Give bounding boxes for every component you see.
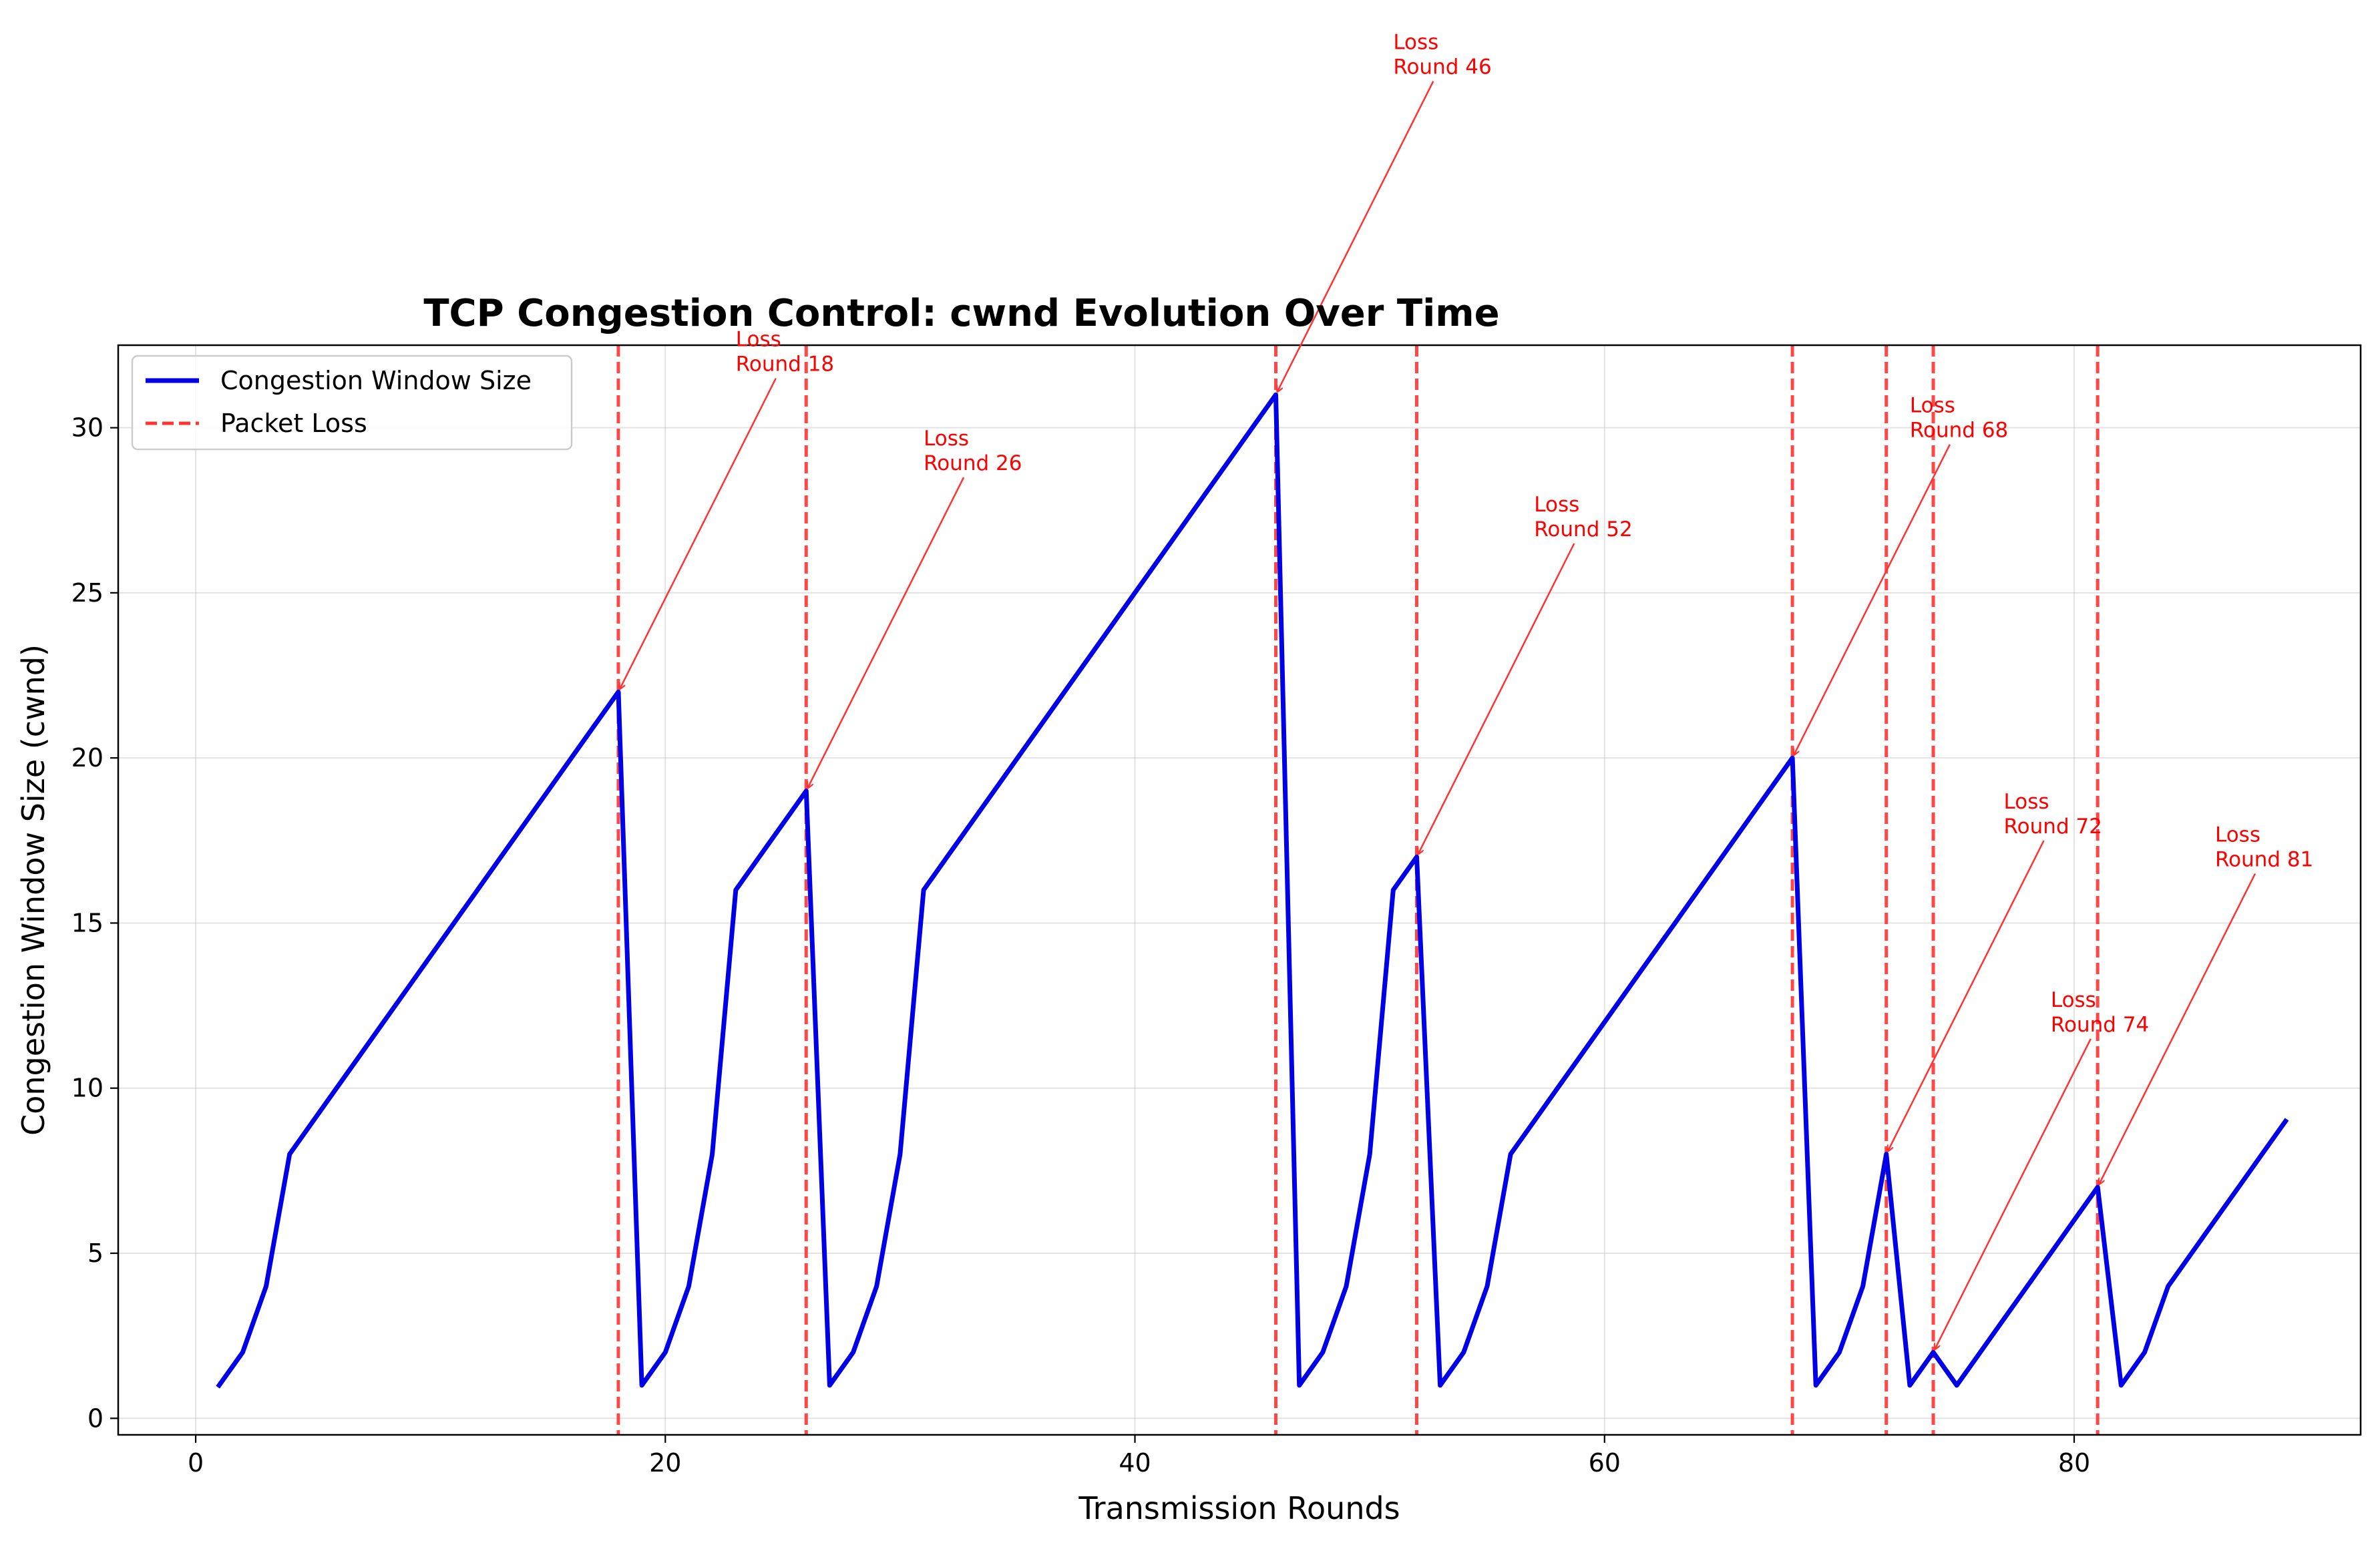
axis-ticks: 0 20 40 60 80 0 5 10 15 20 25 30 — [71, 413, 2091, 1478]
legend-label-loss: Packet Loss — [220, 409, 367, 438]
annotation-arrow — [620, 378, 777, 689]
y-tick-label: 15 — [71, 908, 104, 937]
annotation-label: Round 68 — [1910, 419, 2008, 443]
plot-frame — [117, 344, 2362, 1436]
legend-label-cwnd: Congestion Window Size — [220, 366, 532, 395]
y-axis-label: Congestion Window Size (cwnd) — [15, 644, 51, 1136]
annotation-label: Round 46 — [1393, 55, 1491, 79]
series-layer — [216, 392, 2289, 1389]
annotation-label: Round 72 — [2004, 815, 2102, 839]
chart-title: TCP Congestion Control: cwnd Evolution O… — [423, 292, 1499, 335]
annotation-label: Loss — [1534, 493, 1579, 517]
series-line-cwnd — [216, 392, 2289, 1389]
annotation-arrow — [807, 477, 965, 788]
y-tick-label: 20 — [71, 743, 104, 772]
packet-loss-lines — [616, 345, 2100, 1435]
x-tick-label: 40 — [1119, 1448, 1151, 1478]
annotation-label: Round 81 — [2215, 848, 2313, 872]
x-tick-label: 20 — [649, 1448, 681, 1478]
annotation-label: Loss — [2004, 790, 2049, 814]
y-tick-label: 25 — [71, 578, 104, 608]
annotation-label: Loss — [2051, 988, 2096, 1012]
annotation-label: Loss — [1393, 31, 1438, 55]
annotation-label: Round 18 — [736, 353, 834, 377]
y-tick-label: 10 — [71, 1074, 104, 1103]
plot-background — [118, 345, 2361, 1435]
x-tick-label: 80 — [2058, 1448, 2090, 1478]
annotation-label: Loss — [2215, 823, 2260, 847]
legend: Congestion Window Size Packet Loss — [131, 355, 573, 451]
annotation-label: Loss — [736, 328, 781, 352]
annotation-arrow — [2099, 873, 2256, 1184]
annotation-label: Loss — [924, 427, 969, 451]
y-tick-label: 0 — [87, 1403, 104, 1433]
annotation-label: Loss — [1910, 394, 1955, 418]
annotation-arrow — [1888, 840, 2045, 1151]
annotation-arrow — [1794, 444, 1951, 755]
x-tick-label: 0 — [188, 1448, 204, 1478]
annotation-arrow — [1418, 543, 1575, 854]
y-tick-label: 5 — [87, 1239, 104, 1268]
annotation-label: Round 26 — [924, 451, 1022, 475]
annotation-label: Round 52 — [1534, 517, 1632, 541]
x-axis-label: Transmission Rounds — [1078, 1490, 1400, 1526]
annotation-arrow — [1935, 1038, 2092, 1349]
x-tick-label: 60 — [1589, 1448, 1621, 1478]
annotation-arrow — [1277, 81, 1434, 392]
legend-box — [131, 355, 573, 451]
annotation-label: Round 74 — [2051, 1013, 2149, 1037]
y-tick-label: 30 — [71, 413, 104, 443]
